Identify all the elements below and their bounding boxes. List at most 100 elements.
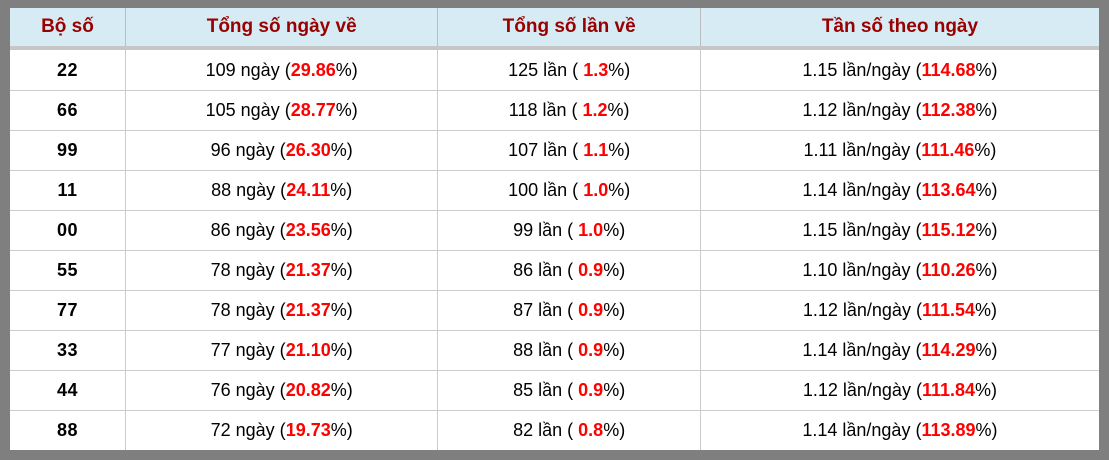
pair-value: 22 [56,59,78,80]
frequency-suffix: %) [975,260,998,281]
total-days-cell: 105 ngày (28.77%) [125,90,439,132]
table-row: 77 78 ngày (21.37%) 87 lần ( 0.9%) 1.12 … [10,290,1099,332]
days-percent: 26.30 [285,140,331,161]
days-percent: 24.11 [286,180,331,201]
total-days-cell: 109 ngày (29.86%) [125,48,439,92]
frequency-suffix: %) [975,59,998,80]
days-percent: 20.82 [285,380,331,401]
times-text: 125 lần ( [508,59,584,80]
total-days-cell: 77 ngày (21.10%) [125,330,439,372]
times-suffix: %) [607,100,630,121]
days-percent: 29.86 [290,59,336,80]
frequency-text: 1.12 lần/ngày ( [802,380,922,401]
frequency-percent: 114.68 [921,59,976,80]
days-text: 109 ngày ( [205,59,291,80]
days-text: 78 ngày ( [210,300,286,321]
times-text: 107 lần ( [508,140,584,161]
pair-cell: 88 [10,410,126,450]
days-percent: 21.37 [285,300,331,321]
times-percent: 1.3 [583,59,609,80]
pair-value: 11 [57,180,78,201]
pair-value: 44 [56,380,78,401]
total-days-cell: 86 ngày (23.56%) [125,210,439,252]
pair-cell: 99 [10,130,126,172]
total-times-cell: 118 lần ( 1.2%) [437,90,701,132]
pair-cell: 22 [10,48,126,92]
pair-cell: 44 [10,370,126,412]
frequency-percent: 112.38 [921,100,976,121]
times-text: 118 lần ( [508,100,583,121]
days-percent: 19.73 [285,420,331,441]
header-row: Bộ số Tổng số ngày về Tổng số lần về Tần… [10,8,1099,50]
frequency-percent: 111.54 [921,300,976,321]
table-body: 22 109 ngày (29.86%) 125 lần ( 1.3%) 1.1… [10,48,1099,450]
frequency-suffix: %) [975,220,998,241]
frequency-suffix: %) [975,380,998,401]
frequency-cell: 1.12 lần/ngày (111.54%) [700,290,1099,332]
times-percent: 0.9 [578,260,604,281]
days-percent: 28.77 [290,100,336,121]
days-percent: 23.56 [285,220,331,241]
times-text: 100 lần ( [508,180,584,201]
days-suffix: %) [330,340,353,361]
table-row: 88 72 ngày (19.73%) 82 lần ( 0.8%) 1.14 … [10,410,1099,450]
pair-cell: 33 [10,330,126,372]
days-text: 86 ngày ( [210,220,286,241]
times-percent: 1.2 [582,100,608,121]
days-text: 96 ngày ( [210,140,286,161]
table-row: 11 88 ngày (24.11%) 100 lần ( 1.0%) 1.14… [10,170,1099,212]
table-row: 33 77 ngày (21.10%) 88 lần ( 0.9%) 1.14 … [10,330,1099,372]
times-suffix: %) [608,140,631,161]
total-days-cell: 72 ngày (19.73%) [125,410,439,450]
pair-value: 88 [56,420,78,441]
frequency-text: 1.15 lần/ngày ( [802,220,922,241]
frequency-suffix: %) [975,420,998,441]
pair-cell: 77 [10,290,126,332]
pair-value: 55 [56,260,78,281]
total-days-cell: 88 ngày (24.11%) [125,170,439,212]
total-times-cell: 100 lần ( 1.0%) [437,170,701,212]
table-row: 44 76 ngày (20.82%) 85 lần ( 0.9%) 1.12 … [10,370,1099,412]
total-times-cell: 82 lần ( 0.8%) [437,410,701,450]
frequency-suffix: %) [975,340,998,361]
frequency-suffix: %) [974,140,997,161]
times-percent: 0.9 [578,300,604,321]
frequency-cell: 1.14 lần/ngày (113.89%) [700,411,1099,450]
times-text: 82 lần ( [513,420,579,441]
frequency-cell: 1.11 lần/ngày (111.46%) [700,130,1099,172]
frequency-text: 1.12 lần/ngày ( [802,100,922,121]
total-times-cell: 99 lần ( 1.0%) [437,210,701,252]
total-times-cell: 125 lần ( 1.3%) [437,48,701,92]
total-times-cell: 87 lần ( 0.9%) [437,290,701,332]
days-suffix: %) [330,140,353,161]
pair-value: 77 [56,300,78,321]
frequency-text: 1.14 lần/ngày ( [802,420,922,441]
table-row: 66 105 ngày (28.77%) 118 lần ( 1.2%) 1.1… [10,90,1099,132]
times-suffix: %) [603,420,626,441]
total-times-cell: 85 lần ( 0.9%) [437,370,701,412]
pair-cell: 66 [10,90,126,132]
header-total-days: Tổng số ngày về [125,8,439,50]
days-percent: 21.10 [285,340,331,361]
pair-value: 66 [56,100,78,121]
frequency-percent: 111.46 [921,140,975,161]
times-text: 85 lần ( [513,380,579,401]
total-days-cell: 96 ngày (26.30%) [125,130,439,172]
lottery-pair-stats-table: Bộ số Tổng số ngày về Tổng số lần về Tần… [10,8,1099,450]
frequency-cell: 1.15 lần/ngày (114.68%) [700,48,1099,92]
times-percent: 1.0 [583,180,609,201]
pair-value: 00 [56,220,78,241]
header-frequency-per-day: Tần số theo ngày [700,8,1099,50]
days-suffix: %) [330,420,353,441]
header-pair: Bộ số [10,8,126,50]
frequency-cell: 1.12 lần/ngày (111.84%) [700,370,1099,412]
pair-cell: 00 [10,210,126,252]
frequency-percent: 111.84 [921,380,976,401]
times-suffix: %) [608,59,631,80]
times-suffix: %) [608,180,631,201]
table-row: 99 96 ngày (26.30%) 107 lần ( 1.1%) 1.11… [10,130,1099,172]
times-percent: 0.9 [578,380,604,401]
table-row: 55 78 ngày (21.37%) 86 lần ( 0.9%) 1.10 … [10,250,1099,292]
times-percent: 0.8 [578,420,604,441]
